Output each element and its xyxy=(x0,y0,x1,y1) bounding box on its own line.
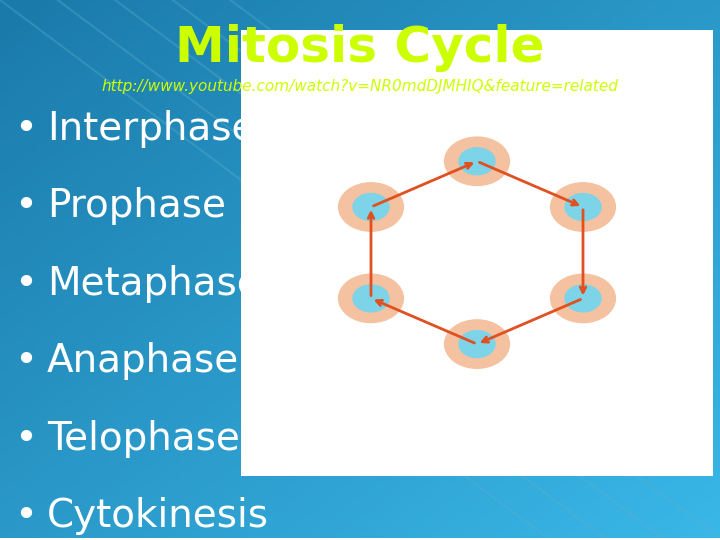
Circle shape xyxy=(565,285,601,312)
Circle shape xyxy=(338,183,403,231)
Text: •: • xyxy=(14,187,37,226)
Text: Prophase: Prophase xyxy=(47,187,226,226)
Circle shape xyxy=(459,330,495,357)
Text: Metaphase: Metaphase xyxy=(47,265,261,303)
Text: •: • xyxy=(14,265,37,303)
Text: Telophase: Telophase xyxy=(47,420,240,458)
Circle shape xyxy=(551,274,616,322)
Circle shape xyxy=(445,137,510,185)
Circle shape xyxy=(565,193,601,220)
Text: http://www.youtube.com/watch?v=NR0mdDJMHIQ&feature=related: http://www.youtube.com/watch?v=NR0mdDJMH… xyxy=(102,78,618,93)
Text: •: • xyxy=(14,342,37,380)
Text: Cytokinesis: Cytokinesis xyxy=(47,497,269,535)
Text: Mitosis Cycle: Mitosis Cycle xyxy=(175,24,545,72)
Text: •: • xyxy=(14,110,37,148)
Circle shape xyxy=(353,285,389,312)
Text: Interphase: Interphase xyxy=(47,110,256,148)
Circle shape xyxy=(551,183,616,231)
Circle shape xyxy=(338,274,403,322)
Circle shape xyxy=(459,148,495,175)
Circle shape xyxy=(353,193,389,220)
FancyBboxPatch shape xyxy=(241,30,713,476)
Text: •: • xyxy=(14,420,37,458)
Text: Anaphase: Anaphase xyxy=(47,342,239,380)
Circle shape xyxy=(445,320,510,368)
Text: •: • xyxy=(14,497,37,535)
